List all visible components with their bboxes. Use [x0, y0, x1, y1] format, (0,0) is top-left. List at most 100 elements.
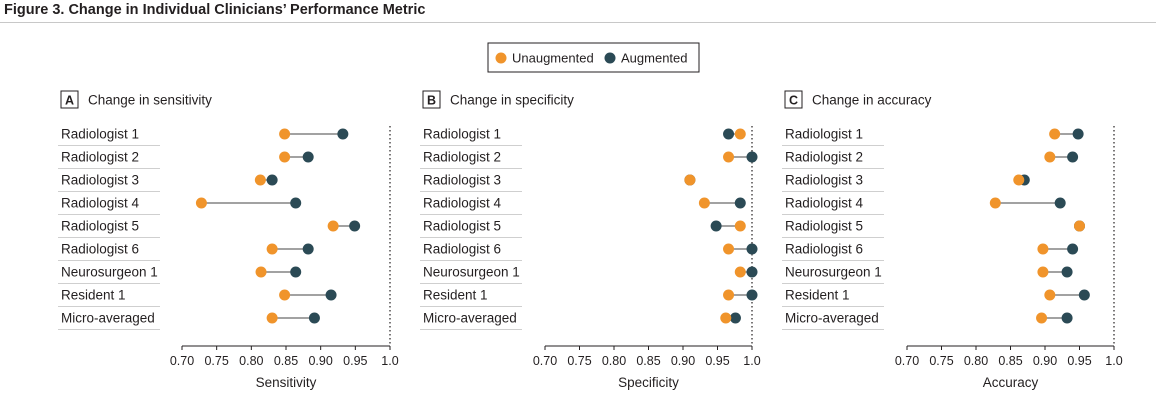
unaugmented-point	[1036, 313, 1047, 324]
data-row: Radiologist 4	[420, 196, 746, 215]
augmented-point	[747, 244, 758, 255]
panel-letter: A	[65, 94, 74, 108]
row-label: Radiologist 3	[61, 173, 139, 188]
row-label: Radiologist 5	[61, 219, 139, 234]
augmented-point	[326, 290, 337, 301]
unaugmented-point	[1037, 267, 1048, 278]
x-tick-label: 0.80	[602, 354, 626, 368]
x-tick-label: 0.70	[170, 354, 194, 368]
row-label: Micro-averaged	[61, 311, 155, 326]
unaugmented-point	[1044, 152, 1055, 163]
x-tick-label: 0.95	[343, 354, 367, 368]
unaugmented-point	[267, 313, 278, 324]
x-tick-label: 1.0	[381, 354, 398, 368]
x-axis-label: Specificity	[618, 375, 679, 390]
unaugmented-point	[1044, 290, 1055, 301]
data-row: Radiologist 6	[58, 242, 314, 261]
row-label: Radiologist 4	[423, 196, 502, 211]
augmented-point	[290, 198, 301, 209]
panel-c: C Change in accuracy Radiologist 1 Radiolog…	[782, 91, 1123, 390]
unaugmented-point	[279, 290, 290, 301]
row-label: Radiologist 2	[61, 150, 139, 165]
augmented-point	[337, 129, 348, 140]
unaugmented-point	[723, 152, 734, 163]
row-label: Neurosurgeon 1	[423, 265, 520, 280]
data-row: Resident 1	[782, 288, 1090, 307]
data-row: Radiologist 4	[58, 196, 301, 215]
row-label: Radiologist 4	[785, 196, 864, 211]
data-row: Radiologist 6	[782, 242, 1078, 261]
x-tick-label: 0.85	[274, 354, 298, 368]
data-row: Radiologist 2	[782, 150, 1078, 169]
panel-letter: C	[789, 94, 798, 108]
data-row: Resident 1	[420, 288, 758, 307]
row-label: Radiologist 2	[423, 150, 501, 165]
unaugmented-point	[1074, 221, 1085, 232]
augmented-point	[711, 221, 722, 232]
x-tick-label: 0.75	[567, 354, 591, 368]
unaugmented-point	[267, 244, 278, 255]
x-tick-label: 0.95	[1067, 354, 1091, 368]
x-tick-label: 0.90	[671, 354, 695, 368]
panel-title: Change in specificity	[450, 93, 574, 108]
data-row: Neurosurgeon 1	[782, 265, 1073, 284]
legend-label-augmented: Augmented	[621, 51, 688, 66]
augmented-point	[1062, 267, 1073, 278]
row-label: Radiologist 2	[785, 150, 863, 165]
data-row: Micro-averaged	[420, 311, 741, 330]
x-tick-label: 0.90	[308, 354, 332, 368]
unaugmented-point	[279, 152, 290, 163]
data-row: Radiologist 3	[782, 173, 1030, 192]
unaugmented-point	[735, 221, 746, 232]
data-row: Radiologist 1	[420, 127, 746, 146]
data-row: Radiologist 5	[782, 219, 1085, 238]
row-label: Micro-averaged	[423, 311, 517, 326]
augmented-point	[303, 244, 314, 255]
x-tick-label: 1.0	[1105, 354, 1122, 368]
x-tick-label: 0.80	[964, 354, 988, 368]
data-row: Neurosurgeon 1	[58, 265, 301, 284]
augmented-point	[349, 221, 360, 232]
augmented-point	[1079, 290, 1090, 301]
legend: Unaugmented Augmented	[488, 43, 699, 72]
row-label: Neurosurgeon 1	[61, 265, 158, 280]
panel-b: B Change in specificityRadiologist 1Radio…	[420, 91, 761, 390]
augmented-point	[747, 152, 758, 163]
augmented-point	[290, 267, 301, 278]
data-row: Micro-averaged	[58, 311, 320, 330]
augmented-point	[1073, 129, 1084, 140]
unaugmented-point	[699, 198, 710, 209]
data-row: Radiologist 3	[58, 173, 278, 192]
x-tick-label: 1.0	[743, 354, 760, 368]
augmented-point	[1062, 313, 1073, 324]
x-tick-label: 0.75	[929, 354, 953, 368]
data-row: Neurosurgeon 1	[420, 265, 758, 284]
augmented-point	[735, 198, 746, 209]
unaugmented-point	[723, 290, 734, 301]
unaugmented-point	[196, 198, 207, 209]
row-label: Radiologist 6	[61, 242, 139, 257]
panel-a: A Change in sensitivityRadiologist 1Radio…	[58, 91, 399, 390]
augmented-point	[747, 290, 758, 301]
row-label: Resident 1	[423, 288, 488, 303]
x-tick-label: 0.80	[239, 354, 263, 368]
legend-marker-unaugmented	[496, 53, 507, 64]
data-row: Radiologist 2	[420, 150, 758, 169]
unaugmented-point	[723, 244, 734, 255]
augmented-point	[303, 152, 314, 163]
x-tick-label: 0.85	[998, 354, 1022, 368]
row-label: Radiologist 6	[785, 242, 863, 257]
x-axis-label: Accuracy	[983, 375, 1039, 390]
unaugmented-point	[990, 198, 1001, 209]
unaugmented-point	[256, 267, 267, 278]
x-tick-label: 0.90	[1033, 354, 1057, 368]
unaugmented-point	[279, 129, 290, 140]
row-label: Radiologist 1	[423, 127, 501, 142]
x-tick-label: 0.95	[705, 354, 729, 368]
row-label: Neurosurgeon 1	[785, 265, 882, 280]
unaugmented-point	[1013, 175, 1024, 186]
x-tick-label: 0.70	[533, 354, 557, 368]
augmented-point	[723, 129, 734, 140]
row-label: Radiologist 4	[61, 196, 140, 211]
x-tick-label: 0.70	[895, 354, 919, 368]
